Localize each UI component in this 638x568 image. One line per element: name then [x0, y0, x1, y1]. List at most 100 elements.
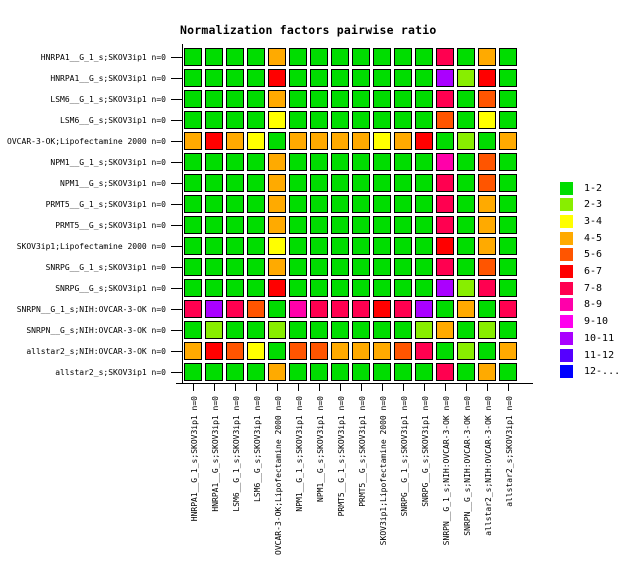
heatmap-cell [289, 132, 307, 150]
col-tick [466, 384, 467, 391]
heatmap-cell [289, 111, 307, 129]
heatmap-cell [499, 363, 517, 381]
heatmap-cell [415, 363, 433, 381]
heatmap-cell [394, 300, 412, 318]
heatmap-cell [478, 174, 496, 192]
row-label: SNRPN__G_1_s;NIH:OVCAR-3-OK n=0 [16, 305, 166, 314]
heatmap-cell [352, 48, 370, 66]
heatmap-cell [310, 153, 328, 171]
heatmap-cell [289, 300, 307, 318]
heatmap-cell [205, 258, 223, 276]
heatmap-cell [499, 153, 517, 171]
heatmap-cell [415, 258, 433, 276]
heatmap-cell [268, 258, 286, 276]
col-label: NPM1__G_s;SKOV3ip1 n=0 [315, 396, 325, 502]
col-label: SKOV3ip1;Lipofectamine 2000 n=0 [378, 396, 388, 546]
heatmap-cell [289, 237, 307, 255]
heatmap-cell [478, 363, 496, 381]
heatmap-cell [373, 195, 391, 213]
heatmap-cell [226, 90, 244, 108]
heatmap-cell [331, 48, 349, 66]
heatmap-cell [310, 174, 328, 192]
heatmap-cell [352, 258, 370, 276]
heatmap-grid [184, 48, 520, 384]
heatmap-cell [226, 258, 244, 276]
legend-label: 7-8 [584, 282, 603, 294]
heatmap-cell [184, 132, 202, 150]
heatmap-cell [331, 216, 349, 234]
legend-item: 1-2 [560, 181, 602, 195]
row-tick [171, 57, 182, 58]
heatmap-cell [310, 279, 328, 297]
heatmap-cell [478, 111, 496, 129]
heatmap-cell [415, 216, 433, 234]
heatmap-cell [415, 174, 433, 192]
row-tick [171, 78, 182, 79]
heatmap-cell [352, 300, 370, 318]
heatmap-cell [289, 153, 307, 171]
legend-label: 10-11 [584, 332, 615, 344]
legend-item: 7-8 [560, 281, 602, 295]
heatmap-cell [436, 153, 454, 171]
row-tick [171, 204, 182, 205]
heatmap-cell [478, 216, 496, 234]
legend-item: 12-... [560, 365, 620, 379]
heatmap-cell [184, 279, 202, 297]
heatmap-cell [289, 195, 307, 213]
heatmap-cell [268, 48, 286, 66]
heatmap-cell [499, 342, 517, 360]
heatmap-cell [478, 258, 496, 276]
heatmap-cell [205, 342, 223, 360]
row-tick [171, 372, 182, 373]
heatmap-cell [352, 111, 370, 129]
heatmap-cell [394, 237, 412, 255]
heatmap-cell [373, 279, 391, 297]
heatmap-cell [247, 153, 265, 171]
heatmap-cell [478, 342, 496, 360]
legend-item: 11-12 [560, 348, 614, 362]
heatmap-cell [247, 258, 265, 276]
heatmap-cell [457, 195, 475, 213]
heatmap-cell [436, 195, 454, 213]
heatmap-cell [247, 321, 265, 339]
heatmap-cell [184, 321, 202, 339]
heatmap-cell [499, 132, 517, 150]
heatmap-cell [289, 69, 307, 87]
heatmap-cell [457, 174, 475, 192]
heatmap-cell [268, 300, 286, 318]
heatmap-cell [373, 321, 391, 339]
heatmap-cell [436, 90, 454, 108]
legend-label: 12-... [584, 366, 621, 378]
legend-item: 4-5 [560, 231, 602, 245]
heatmap-cell [226, 69, 244, 87]
heatmap-cell [436, 258, 454, 276]
heatmap-cell [226, 342, 244, 360]
heatmap-cell [247, 342, 265, 360]
plot-title: Normalization factors pairwise ratio [180, 23, 437, 37]
heatmap-cell [184, 90, 202, 108]
heatmap-cell [457, 48, 475, 66]
heatmap-cell [436, 174, 454, 192]
heatmap-cell [331, 132, 349, 150]
row-label: SNRPG__G_1_s;SKOV3ip1 n=0 [45, 263, 166, 272]
y-axis-line [182, 44, 183, 384]
heatmap-cell [184, 258, 202, 276]
heatmap-cell [394, 258, 412, 276]
heatmap-cell [331, 321, 349, 339]
heatmap-cell [352, 216, 370, 234]
row-tick [171, 288, 182, 289]
heatmap-cell [373, 69, 391, 87]
col-tick [403, 384, 404, 391]
heatmap-cell [205, 195, 223, 213]
legend-item: 2-3 [560, 198, 602, 212]
heatmap-cell [247, 111, 265, 129]
heatmap-cell [184, 174, 202, 192]
col-tick [508, 384, 509, 391]
col-label: SNRPN__G_s;NIH:OVCAR-3-OK n=0 [462, 396, 472, 536]
heatmap-cell [247, 90, 265, 108]
legend-label: 1-2 [584, 182, 603, 194]
heatmap-cell [247, 174, 265, 192]
heatmap-cell [457, 216, 475, 234]
legend-swatch [560, 365, 573, 379]
